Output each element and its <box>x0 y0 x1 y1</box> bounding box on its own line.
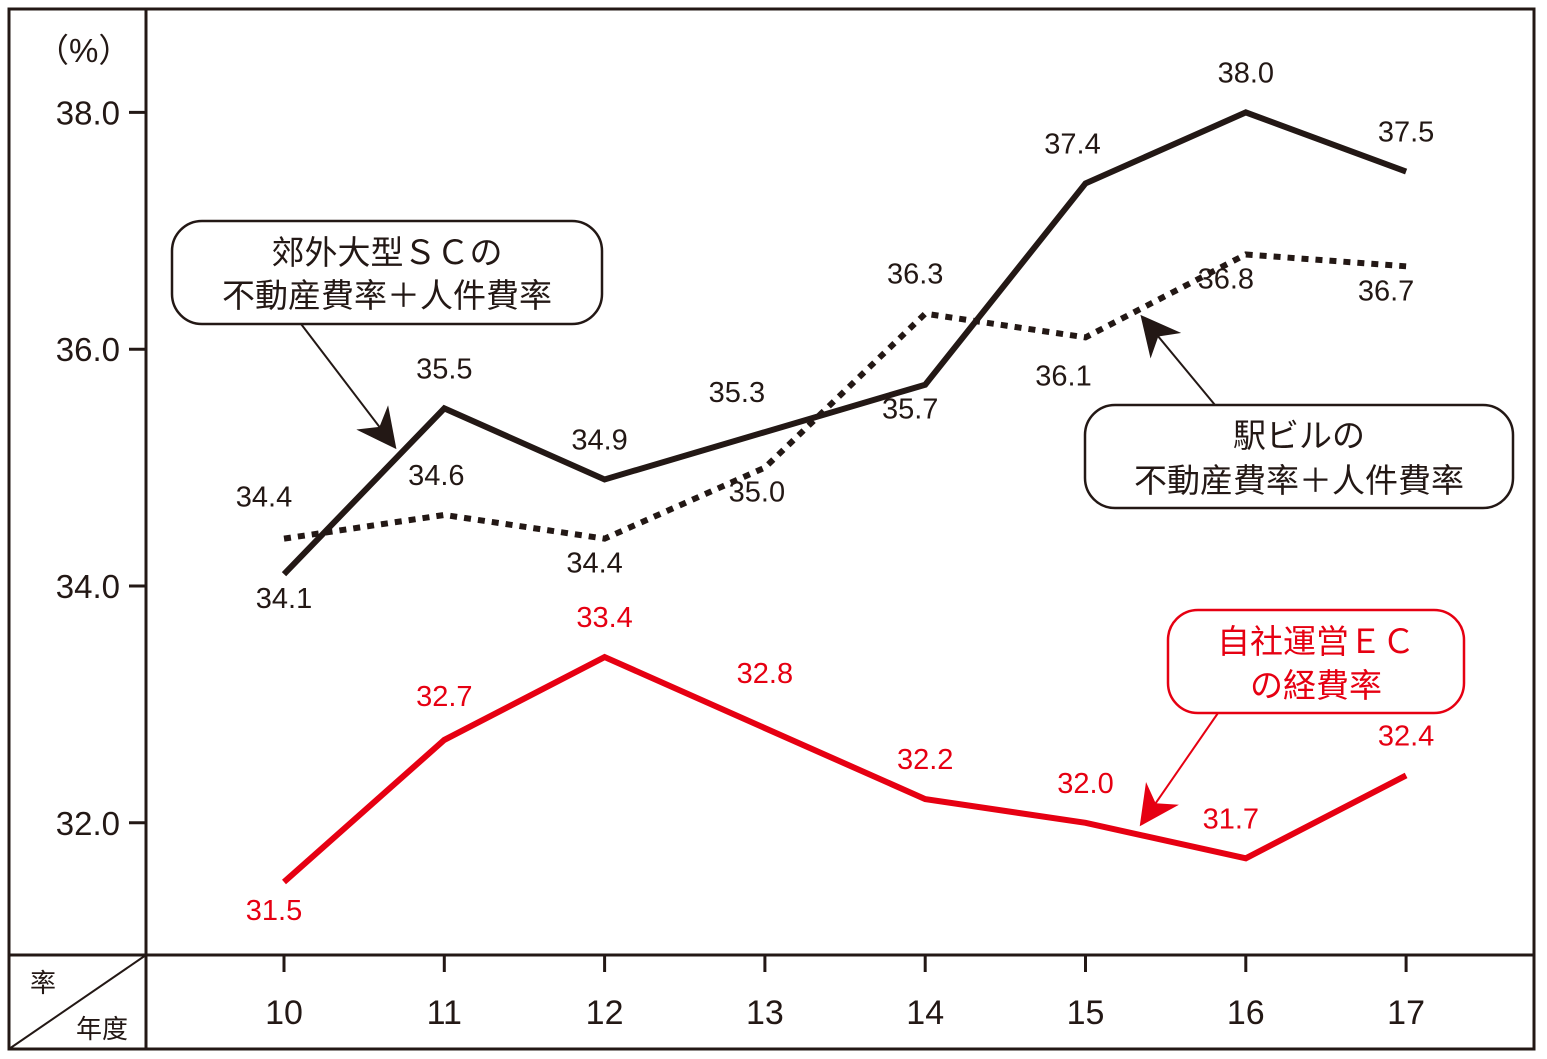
data-label: 36.3 <box>887 259 943 291</box>
data-label: 32.8 <box>737 658 793 690</box>
data-label: 34.1 <box>256 583 312 615</box>
callout-suburban-sc-box <box>170 219 604 326</box>
x-tick-label: 16 <box>1227 994 1265 1032</box>
series-line-0 <box>281 109 1408 577</box>
data-label: 32.7 <box>416 681 472 713</box>
data-label: 35.5 <box>416 353 472 385</box>
callout-suburban-sc: 郊外大型ＳＣの 不動産費率＋人件費率 <box>170 219 604 450</box>
y-axis-unit: （%） <box>36 32 131 69</box>
callout-station-building: 駅ビルの 不動産費率＋人件費率 <box>1083 314 1515 510</box>
callout-suburban-sc-line1: 郊外大型ＳＣの <box>272 233 503 272</box>
data-label: 36.7 <box>1358 275 1414 307</box>
data-label: 34.9 <box>571 424 627 456</box>
series-line-2 <box>282 653 1408 885</box>
y-tick-label: 34.0 <box>56 568 120 605</box>
data-label: 38.0 <box>1218 57 1274 89</box>
corner-rate-label: 率 <box>30 969 56 999</box>
callout-suburban-sc-arrow <box>297 319 397 450</box>
corner-diagonal <box>8 954 147 1050</box>
series-lines <box>281 109 1408 885</box>
x-tick-label: 15 <box>1067 994 1105 1032</box>
data-label: 37.5 <box>1378 117 1434 149</box>
y-tick-label: 36.0 <box>56 331 120 368</box>
x-tick-label: 12 <box>586 994 624 1032</box>
callout-own-ec-line1: 自社運営ＥＣ <box>1217 622 1415 661</box>
callout-station-building-line2: 不動産費率＋人件費率 <box>1134 461 1464 500</box>
x-tick-label: 13 <box>746 994 784 1032</box>
data-label: 31.5 <box>246 895 302 927</box>
callout-suburban-sc-line2: 不動産費率＋人件費率 <box>222 276 552 315</box>
data-label: 32.2 <box>897 744 953 776</box>
data-label: 37.4 <box>1044 128 1100 160</box>
y-tick-label: 32.0 <box>56 805 120 842</box>
data-labels: 34.1 35.5 34.9 35.3 35.7 37.4 38.0 37.5 34.4 34.6… <box>236 57 1435 927</box>
data-label: 36.8 <box>1198 263 1254 295</box>
x-tick-label: 17 <box>1387 994 1425 1032</box>
callout-own-ec-line2: の経費率 <box>1250 666 1382 705</box>
x-axis-ticks: 10 11 12 13 14 15 16 17 <box>265 955 1425 1032</box>
data-label: 32.0 <box>1057 768 1113 800</box>
data-label: 34.6 <box>408 460 464 492</box>
x-tick-label: 10 <box>265 994 303 1032</box>
data-label: 33.4 <box>576 602 632 634</box>
callout-own-ec: 自社運営ＥＣ の経費率 <box>1139 608 1466 827</box>
corner-year-label: 年度 <box>76 1015 128 1045</box>
data-label: 34.4 <box>566 548 622 580</box>
callout-own-ec-box <box>1166 608 1466 715</box>
callout-station-building-arrow <box>1140 314 1216 406</box>
data-label: 35.0 <box>729 477 785 509</box>
x-tick-label: 14 <box>906 994 944 1032</box>
data-label: 36.1 <box>1035 360 1091 392</box>
y-tick-label: 38.0 <box>56 94 120 131</box>
y-axis-ticks: 32.0 34.0 36.0 38.0 <box>56 94 146 842</box>
data-label: 34.4 <box>236 482 292 514</box>
data-label: 35.3 <box>709 377 765 409</box>
data-label: 32.4 <box>1378 720 1434 752</box>
x-tick-label: 11 <box>427 994 462 1032</box>
data-label: 35.7 <box>882 394 938 426</box>
data-label: 31.7 <box>1203 803 1259 835</box>
chart-frame <box>7 7 1536 1051</box>
callout-own-ec-arrow <box>1139 712 1219 827</box>
callout-station-building-line1: 駅ビルの <box>1233 416 1365 455</box>
callout-station-building-box <box>1083 403 1515 510</box>
